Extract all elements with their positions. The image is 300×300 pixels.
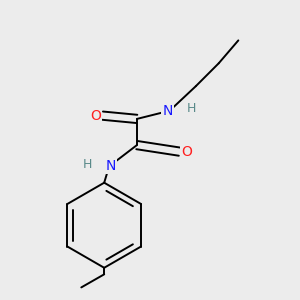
Text: N: N	[106, 159, 116, 173]
Text: O: O	[182, 145, 192, 159]
Text: H: H	[187, 102, 196, 116]
Text: N: N	[163, 104, 173, 118]
Text: H: H	[82, 158, 92, 171]
Text: O: O	[90, 109, 101, 123]
